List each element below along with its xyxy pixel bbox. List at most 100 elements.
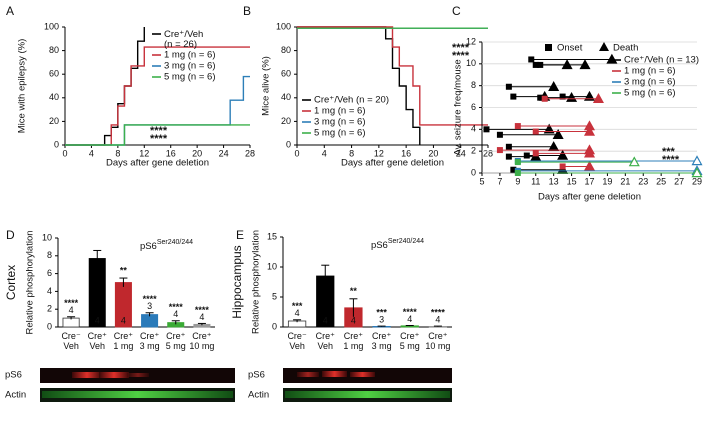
onset-marker [496, 147, 503, 154]
step-line [297, 26, 488, 126]
x-tick-label: 25 [656, 176, 666, 186]
text-line: 3 mg [140, 341, 160, 351]
y-tick-label: 0 [286, 139, 291, 149]
x-axis-label: Days after gene deletion [341, 158, 444, 169]
x-tick-label: 12 [139, 148, 149, 158]
panel-letter: B [243, 4, 251, 18]
legend-label: 1 mg (n = 6) [314, 106, 365, 117]
significance: *** [376, 307, 387, 317]
y-tick-label: 8 [471, 80, 476, 90]
panel-letter: E [236, 228, 244, 242]
y-tick-label: 40 [281, 92, 291, 102]
legend-label: 5 mg (n = 6) [624, 88, 675, 99]
y-tick-label: 100 [44, 21, 59, 31]
legend-death-marker [599, 42, 609, 51]
onset-marker [496, 131, 503, 138]
onset-marker [537, 94, 544, 101]
text-line: Cre⁺ [400, 331, 420, 341]
blot-label: pS6 [248, 370, 265, 381]
significance-annotation: **** [452, 42, 470, 54]
y-tick-label: 12 [466, 36, 476, 46]
x-tick-label: 15 [567, 176, 577, 186]
x-tick-label: 4 [89, 148, 94, 158]
x-tick-label: 9 [515, 176, 520, 186]
legend-label: Cre⁺/Veh (n = 13) [624, 55, 699, 66]
legend-onset-marker [545, 44, 552, 51]
y-axis-label: Relative phosphorylation [251, 230, 262, 334]
death-marker [583, 160, 596, 171]
significance-annotation: **** [150, 133, 168, 145]
y-tick-label: 5 [272, 291, 277, 301]
x-tick-label: Cre⁺ 1 mg [343, 331, 363, 351]
death-marker [543, 123, 555, 134]
x-tick-label: 16 [166, 148, 176, 158]
death-marker [691, 167, 703, 178]
death-marker [548, 81, 560, 91]
y-tick-label: 2 [471, 146, 476, 156]
y-tick-label: 0 [54, 139, 59, 149]
onset-marker [528, 56, 535, 63]
death-marker [583, 125, 596, 136]
text-line: Cre⁺ [166, 331, 186, 341]
y-tick-label: 10 [466, 58, 476, 68]
y-tick-label: 80 [49, 45, 59, 55]
y-tick-label: 20 [281, 116, 291, 126]
x-tick-label: 5 [479, 176, 484, 186]
text-line: 1 mg [343, 341, 363, 351]
text-line: 3 mg [372, 341, 392, 351]
x-tick-label: Cre⁺ Veh [316, 331, 336, 351]
legend-label: Death [613, 43, 638, 54]
text-line: Cre⁺ [114, 331, 134, 341]
sample-size: 4 [199, 312, 204, 322]
x-tick-label: 8 [349, 148, 354, 158]
onset-marker [559, 93, 566, 100]
region-label: Cortex [4, 265, 18, 300]
death-marker [583, 90, 596, 101]
x-tick-label: 24 [219, 148, 229, 158]
legend-label: Onset [557, 43, 583, 54]
y-axis-label: Mice with epilepsy (%) [17, 39, 28, 134]
title-main: pS6 [140, 241, 157, 252]
x-tick-label: 29 [692, 176, 702, 186]
significance: **** [431, 307, 446, 317]
x-tick-label: Cre⁺ 3 mg [140, 331, 160, 351]
x-axis-label: Days after gene deletion [106, 158, 209, 169]
significance: **** [169, 302, 184, 312]
onset-marker [514, 123, 521, 130]
step-line [65, 27, 145, 146]
significance: **** [143, 294, 158, 304]
onset-marker [532, 61, 539, 68]
death-marker [628, 156, 640, 167]
text-line: Cre⁻ [61, 331, 81, 341]
blot-label: Actin [248, 390, 269, 401]
x-tick-label: 27 [674, 176, 684, 186]
onset-marker [514, 159, 521, 166]
text-line: Veh [63, 341, 79, 351]
text-line: Cre⁺ [428, 331, 448, 341]
x-tick-label: 7 [497, 176, 502, 186]
text-line: (n = 26) [164, 39, 197, 50]
y-tick-label: 0 [471, 167, 476, 177]
y-tick-label: 40 [49, 92, 59, 102]
sample-size: 4 [121, 315, 126, 325]
y-tick-label: 10 [42, 232, 52, 242]
x-tick-label: 0 [62, 148, 67, 158]
x-tick-label: Cre⁺ 5 mg [166, 331, 186, 351]
sample-size: 4 [173, 309, 178, 319]
text-line: Cre⁺ [88, 331, 108, 341]
sample-size: 4 [407, 314, 412, 324]
blot-label: pS6 [5, 370, 22, 381]
sample-size: 4 [69, 305, 74, 315]
significance-annotation: **** [662, 154, 680, 166]
onset-marker [532, 128, 539, 135]
text-line: 10 mg [425, 341, 450, 351]
title-superscript: Ser240/244 [388, 238, 424, 245]
text-line: Cre⁻ [287, 331, 307, 341]
x-tick-label: Cre⁺ 3 mg [372, 331, 392, 351]
y-tick-label: 60 [281, 69, 291, 79]
text-line: 10 mg [189, 341, 214, 351]
chart-title: pS6Ser240/244 [140, 239, 193, 252]
significance: *** [292, 301, 303, 311]
legend-label: 1 mg (n = 6) [164, 50, 215, 61]
